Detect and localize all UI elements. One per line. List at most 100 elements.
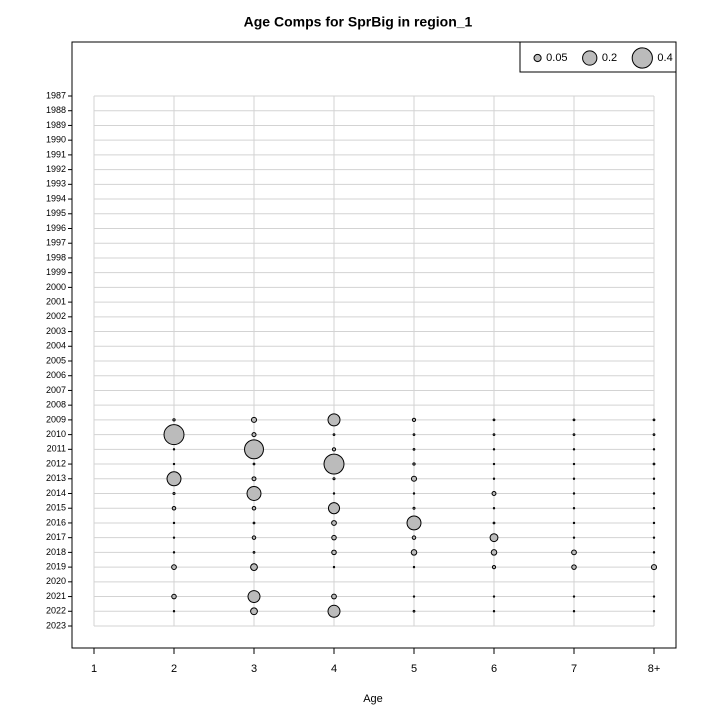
bubble — [171, 505, 177, 511]
bubble — [492, 595, 496, 598]
bubble — [172, 521, 176, 525]
bubble — [166, 471, 182, 487]
bubble — [412, 447, 416, 451]
plot-frame — [71, 41, 677, 649]
bubble — [171, 593, 177, 600]
x-tick-label: 1 — [91, 663, 97, 675]
bubble — [250, 416, 258, 423]
bubble — [571, 549, 577, 556]
bubble — [331, 593, 337, 600]
bubble — [332, 492, 336, 495]
bubble — [411, 417, 417, 422]
x-tick-label: 7 — [571, 663, 577, 675]
bubble — [411, 535, 417, 540]
x-tick-label: 8+ — [648, 663, 661, 675]
bubble — [332, 565, 336, 569]
bubble — [244, 439, 264, 460]
bubble — [332, 433, 336, 436]
y-tick-label: 2015 — [46, 503, 66, 513]
bubble — [172, 536, 176, 539]
y-tick-label: 2007 — [46, 385, 66, 395]
bubble — [491, 491, 497, 496]
bubble — [652, 492, 656, 495]
y-tick-label: 1987 — [46, 90, 66, 100]
y-tick-label: 2005 — [46, 355, 66, 365]
bubble — [571, 564, 577, 570]
y-tick-label: 1995 — [46, 208, 66, 218]
bubble — [172, 491, 176, 496]
y-tick-label: 1996 — [46, 223, 66, 233]
bubble — [171, 564, 177, 570]
y-tick-label: 1992 — [46, 164, 66, 174]
y-tick-label: 2016 — [46, 517, 66, 527]
bubble — [410, 549, 418, 556]
bubble — [412, 595, 416, 598]
bubble — [492, 448, 496, 451]
legend-bubble — [582, 50, 598, 66]
y-tick-label: 1997 — [46, 238, 66, 248]
bubble — [332, 477, 336, 481]
bubble — [327, 604, 341, 618]
bubble — [492, 462, 496, 466]
bubble — [163, 424, 185, 446]
bubble — [572, 507, 576, 510]
bubble — [572, 433, 576, 436]
bubble — [492, 418, 496, 422]
y-tick-label: 1993 — [46, 179, 66, 189]
y-tick-label: 2019 — [46, 561, 66, 571]
bubble — [572, 610, 576, 613]
bubble — [572, 521, 576, 525]
legend-label: 0.2 — [602, 52, 617, 64]
y-tick-label: 2023 — [46, 620, 66, 630]
legend-bubble — [533, 53, 542, 63]
bubble — [491, 565, 497, 570]
y-tick-label: 1991 — [46, 149, 66, 159]
bubble — [652, 507, 656, 510]
y-tick-label: 2001 — [46, 296, 66, 306]
bubble — [492, 521, 496, 525]
bubble — [172, 418, 176, 422]
bubble — [492, 477, 496, 480]
y-tick-label: 2010 — [46, 429, 66, 439]
bubble — [412, 609, 416, 613]
y-tick-label: 2012 — [46, 458, 66, 468]
y-tick-label: 1998 — [46, 252, 66, 262]
y-tick-label: 2020 — [46, 576, 66, 586]
y-tick-label: 1988 — [46, 105, 66, 115]
y-tick-label: 2014 — [46, 488, 66, 498]
bubble — [251, 535, 257, 540]
bubble — [412, 492, 416, 495]
bubble — [652, 536, 656, 539]
bubble — [247, 590, 261, 604]
bubble — [652, 433, 656, 436]
x-tick-label: 2 — [171, 663, 177, 675]
bubble — [331, 549, 337, 556]
bubble — [490, 549, 498, 556]
bubble — [489, 533, 499, 543]
bubble — [572, 492, 576, 495]
bubble — [251, 476, 257, 482]
legend-label: 0.4 — [657, 52, 672, 64]
bubble — [572, 595, 576, 598]
bubble — [572, 448, 576, 451]
bubble — [412, 462, 416, 466]
bubble — [572, 418, 576, 422]
bubble — [652, 595, 656, 598]
y-tick-label: 2002 — [46, 311, 66, 321]
bubble — [652, 418, 656, 422]
bubble — [172, 551, 176, 554]
bubble — [250, 563, 258, 572]
legend-bubble — [631, 47, 653, 69]
y-tick-label: 1999 — [46, 267, 66, 277]
y-tick-label: 2022 — [46, 606, 66, 616]
bubble — [250, 607, 258, 616]
bubble — [652, 551, 656, 554]
legend-label: 0.05 — [546, 52, 567, 64]
y-tick-label: 2008 — [46, 400, 66, 410]
y-tick-label: 2006 — [46, 370, 66, 380]
bubble — [172, 448, 176, 451]
bubble — [492, 433, 496, 436]
bubble — [412, 433, 416, 436]
y-tick-label: 1990 — [46, 135, 66, 145]
x-tick-label: 5 — [411, 663, 417, 675]
